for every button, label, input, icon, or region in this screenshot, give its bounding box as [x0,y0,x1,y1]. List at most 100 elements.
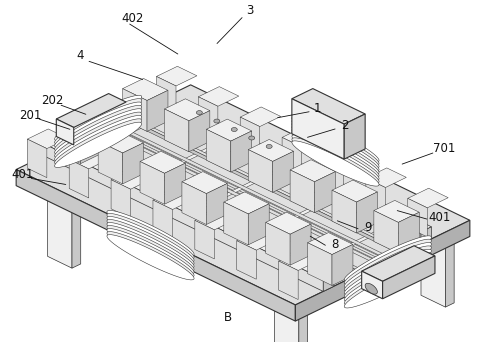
Polygon shape [79,134,362,271]
Polygon shape [366,168,406,188]
Polygon shape [44,139,334,279]
Polygon shape [103,121,385,258]
Polygon shape [308,243,332,285]
Polygon shape [323,274,334,292]
Polygon shape [324,158,343,196]
Polygon shape [27,129,68,149]
Polygon shape [292,99,344,159]
Polygon shape [324,147,364,167]
Polygon shape [398,212,419,253]
Polygon shape [194,125,219,197]
Polygon shape [153,190,193,210]
Polygon shape [165,163,186,204]
Polygon shape [344,236,431,281]
Polygon shape [194,209,198,220]
Polygon shape [224,192,269,214]
Text: 3: 3 [246,4,254,17]
Polygon shape [344,243,431,288]
Polygon shape [55,99,142,144]
Polygon shape [292,132,379,177]
Polygon shape [198,97,218,135]
Polygon shape [198,87,239,106]
Polygon shape [248,150,273,192]
Polygon shape [121,114,404,251]
Text: 701: 701 [433,142,456,155]
Polygon shape [266,212,311,234]
Polygon shape [237,230,277,250]
Polygon shape [292,141,379,186]
Polygon shape [292,120,379,165]
Polygon shape [81,122,102,164]
Polygon shape [292,88,365,124]
Text: 201: 201 [19,109,42,122]
Polygon shape [107,216,194,262]
Polygon shape [421,227,431,244]
Polygon shape [140,162,165,204]
Polygon shape [140,151,186,173]
Polygon shape [81,154,84,165]
Polygon shape [156,66,197,86]
Polygon shape [299,314,308,343]
Text: 401: 401 [11,168,34,181]
Polygon shape [182,182,206,225]
Polygon shape [107,232,194,277]
Polygon shape [308,222,398,266]
Polygon shape [98,141,123,184]
Polygon shape [98,123,380,260]
Polygon shape [315,172,336,213]
Polygon shape [107,220,194,265]
Polygon shape [290,170,315,213]
Polygon shape [219,132,227,197]
Polygon shape [56,94,126,128]
Text: 401: 401 [428,211,450,224]
Ellipse shape [249,136,255,140]
Text: 9: 9 [364,221,372,234]
Text: 202: 202 [41,94,64,107]
Polygon shape [292,129,379,174]
Polygon shape [107,235,194,280]
Text: B: B [224,311,232,324]
Polygon shape [94,126,377,263]
Polygon shape [56,119,74,145]
Polygon shape [248,140,294,162]
Polygon shape [123,143,144,184]
Polygon shape [290,160,336,182]
Polygon shape [344,253,431,298]
Polygon shape [251,237,254,248]
Polygon shape [194,120,227,137]
Polygon shape [292,123,379,168]
Polygon shape [362,246,435,281]
Polygon shape [142,96,421,244]
Polygon shape [55,109,142,154]
Polygon shape [356,192,377,233]
Text: 2: 2 [341,119,349,132]
Polygon shape [48,196,72,268]
Polygon shape [55,119,142,164]
Text: 402: 402 [121,12,144,25]
Polygon shape [374,200,419,222]
Polygon shape [421,235,446,307]
Polygon shape [206,119,252,141]
Polygon shape [292,135,379,180]
Ellipse shape [214,119,220,123]
Polygon shape [231,131,252,172]
Polygon shape [421,230,454,247]
Polygon shape [107,226,194,271]
Polygon shape [290,224,311,265]
Polygon shape [107,223,194,268]
Polygon shape [344,263,431,308]
Polygon shape [107,210,194,256]
Polygon shape [79,135,358,274]
Polygon shape [56,121,81,164]
Polygon shape [237,241,256,279]
Polygon shape [408,198,427,237]
Polygon shape [123,79,168,100]
Polygon shape [344,249,431,295]
Polygon shape [344,246,431,291]
Polygon shape [274,306,299,343]
Polygon shape [344,239,431,284]
Polygon shape [279,251,319,271]
Polygon shape [189,111,210,152]
Polygon shape [105,121,388,258]
Polygon shape [182,172,227,193]
